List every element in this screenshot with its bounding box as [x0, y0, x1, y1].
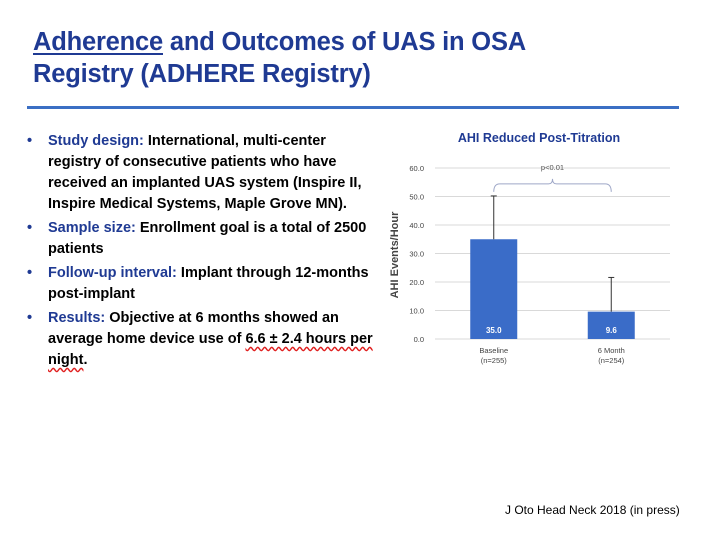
title-underlined-word: Adherence [33, 28, 163, 56]
y-tick-label: 10.0 [409, 307, 424, 316]
bullet-results: • Results: Objective at 6 months showed … [27, 308, 377, 371]
y-tick-label: 60.0 [409, 164, 424, 173]
x-category-sublabel: (n=254) [598, 356, 625, 365]
y-tick-label: 50.0 [409, 193, 424, 202]
bullet-study-design: • Study design: International, multi-cen… [27, 131, 377, 215]
bullet-dot: • [27, 133, 33, 149]
y-tick-label: 40.0 [409, 221, 424, 230]
y-tick-label: 20.0 [409, 278, 424, 287]
bar [470, 239, 518, 339]
title-line-2: Registry (ADHERE Registry) [33, 60, 371, 88]
bullet-text: Objective at 6 months showed an average … [48, 310, 339, 347]
p-value-annotation: p<0.01 [541, 163, 564, 172]
bullet-label: Follow-up interval: [48, 265, 177, 281]
bullet-text: Enrollment goal is a total of 2500 patie… [48, 220, 367, 257]
bullet-text: Implant through 12-months post-implant [48, 265, 369, 302]
bullet-text: International, multi-center registry of … [48, 133, 362, 212]
bullet-dot: • [27, 220, 33, 236]
title-line-1: Adherence and Outcomes of UAS in OSA [33, 26, 683, 58]
x-category-sublabel: (n=255) [481, 356, 508, 365]
y-tick-label: 0.0 [414, 335, 424, 344]
bar-value-label: 9.6 [606, 326, 618, 335]
title-line-1-rest: and Outcomes of UAS in OSA [163, 28, 526, 56]
bullet-list: • Study design: International, multi-cen… [27, 131, 377, 374]
citation: J Oto Head Neck 2018 (in press) [505, 503, 680, 517]
title-divider [27, 106, 679, 109]
ahi-bar-chart: AHI Reduced Post-Titration AHI Events/Ho… [389, 131, 670, 365]
significance-bracket [493, 178, 612, 192]
x-category-label: 6 Month [598, 346, 625, 355]
x-category-label: Baseline [479, 346, 508, 355]
bullet-dot: • [27, 310, 33, 326]
bar-value-label: 35.0 [486, 326, 502, 335]
slide-title: Adherence and Outcomes of UAS in OSA Reg… [33, 26, 683, 90]
y-tick-label: 30.0 [409, 250, 424, 259]
chart-title: AHI Reduced Post-Titration [458, 131, 620, 145]
bullet-label: Results: [48, 310, 106, 326]
bullet-text-end: . [83, 352, 88, 368]
bullet-follow-up: • Follow-up interval: Implant through 12… [27, 263, 377, 305]
chart-y-axis-label: AHI Events/Hour [389, 211, 401, 299]
bullet-sample-size: • Sample size: Enrollment goal is a tota… [27, 218, 377, 260]
bar [587, 311, 635, 339]
adherence-highlight: 6.6 ± 2.4 hours per night [48, 331, 373, 368]
bullet-label: Sample size: [48, 220, 136, 236]
bullet-dot: • [27, 265, 33, 281]
bullet-label: Study design: [48, 133, 144, 149]
